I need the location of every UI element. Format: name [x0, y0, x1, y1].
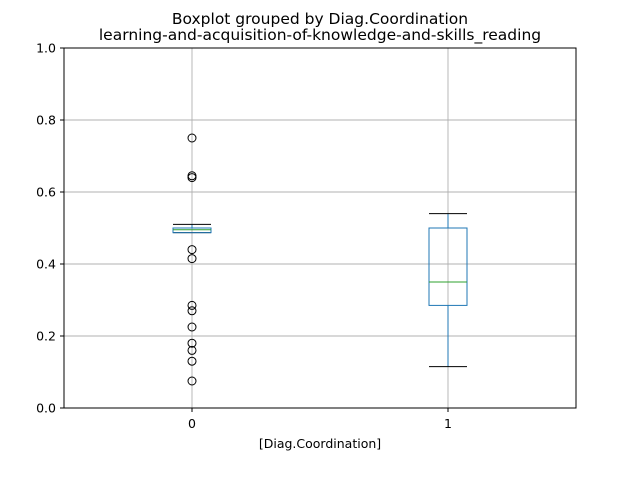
outlier-point [187, 254, 197, 264]
y-tick-label: 0.2 [36, 329, 56, 344]
outlier-point [187, 300, 197, 310]
chart-suptitle: Boxplot grouped by Diag.Coordination [172, 10, 468, 28]
outlier-point [187, 356, 197, 366]
outlier-point [187, 376, 197, 386]
y-tick-label: 0.4 [36, 257, 56, 272]
outlier-point [187, 338, 197, 348]
iqr-box [172, 227, 212, 234]
y-tick-label: 0.6 [36, 185, 56, 200]
outlier-point [187, 306, 197, 316]
x-tick-label: 0 [188, 416, 196, 431]
outlier-point [187, 133, 197, 143]
axis-ticks: 0.0 0.2 0.4 0.6 0.8 1.0 0 1 [36, 41, 452, 432]
outlier-point [187, 322, 197, 332]
chart-title: learning-and-acquisition-of-knowledge-an… [99, 26, 541, 45]
box-group-0 [172, 133, 212, 386]
outlier-point [187, 345, 197, 355]
x-axis-label: [Diag.Coordination] [259, 436, 381, 451]
y-tick-label: 1.0 [36, 41, 56, 56]
x-tick-label: 1 [444, 416, 452, 431]
iqr-box [428, 227, 468, 306]
outlier-point [187, 245, 197, 255]
y-tick-label: 0.8 [36, 113, 56, 128]
outlier-point [187, 173, 197, 183]
box-groups [172, 133, 468, 386]
plot-frame [63, 47, 577, 409]
box-group-1 [428, 213, 468, 368]
y-tick-label: 0.0 [36, 401, 56, 416]
